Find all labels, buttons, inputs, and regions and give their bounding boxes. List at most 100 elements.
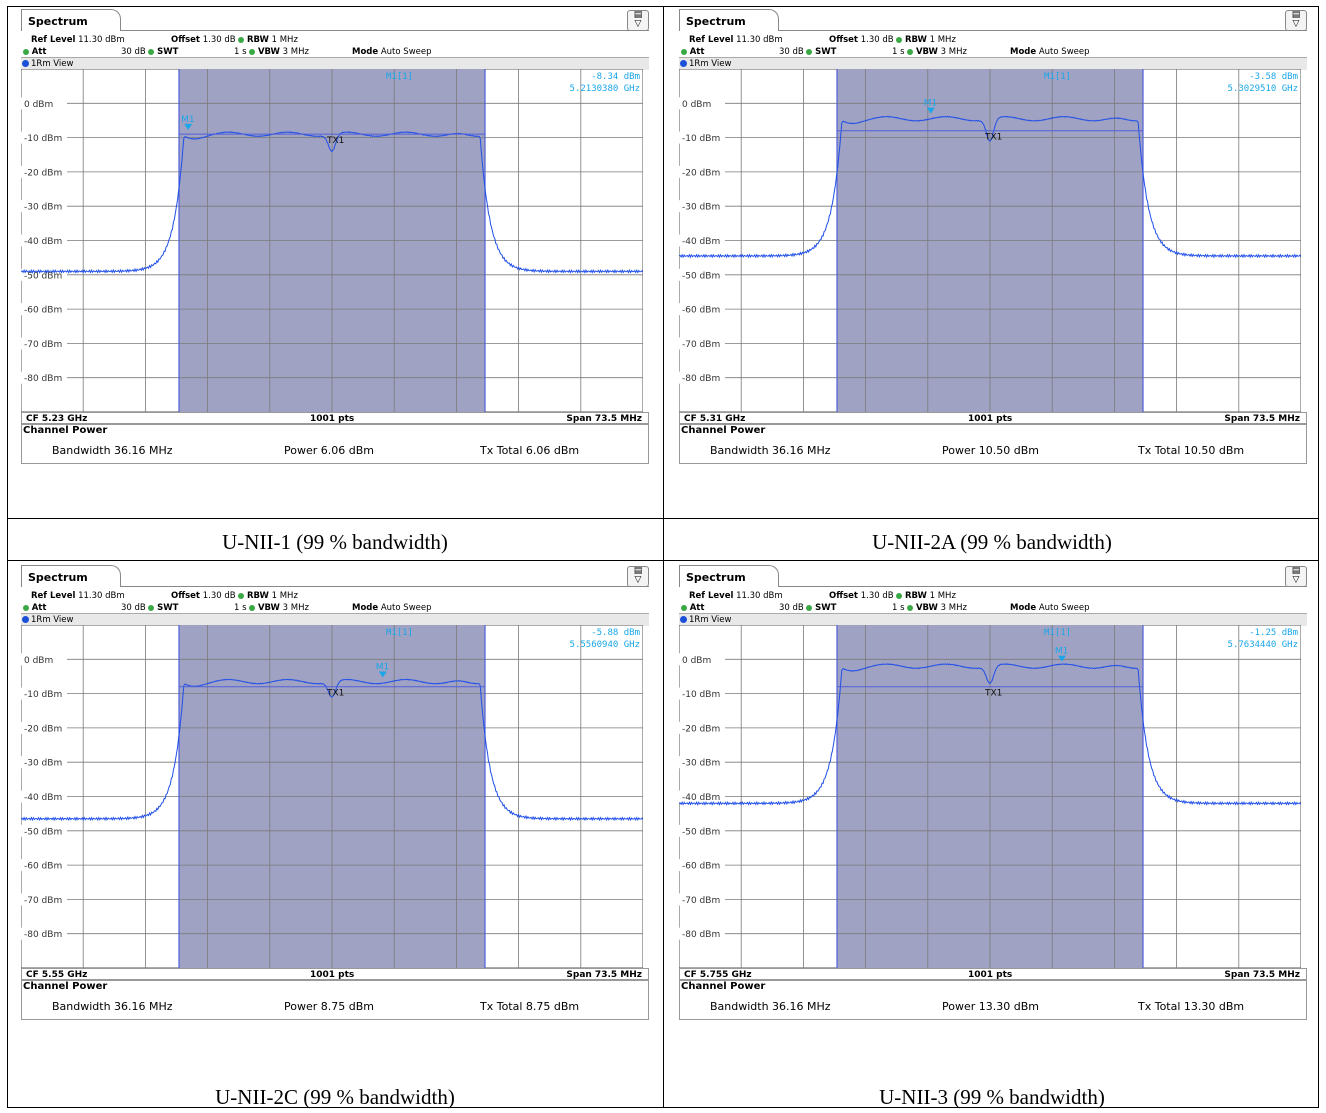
center-frequency: CF 5.755 GHz [684,970,752,980]
menu-icon[interactable]: ▤ ▽ [627,566,649,587]
marker-readout-label: M1[1] [386,72,413,82]
tx-total-readout: Tx Total 8.75 dBm [480,1000,580,1013]
swt-label: SWT [815,603,837,613]
status-dot [681,604,687,611]
y-tick-bg [21,790,67,803]
y-tick-bg [21,927,67,940]
y-tick-label: -10 dBm [682,690,720,700]
marker-readout-frequency: 5.2130380 GHz [570,84,640,94]
y-tick-label: -20 dBm [24,724,62,734]
y-tick-bg [21,337,67,350]
y-tick-label: -10 dBm [24,690,62,700]
y-tick-label: -40 dBm [682,237,720,247]
spectrum-tab[interactable]: Spectrum [21,565,121,587]
y-tick-label: -20 dBm [682,724,720,734]
marker-readout-label: M1[1] [386,628,413,638]
y-tick-bg [679,268,725,281]
marker-readout-level: -3.58 dBm [1249,72,1298,82]
ref-level-value: 11.30 dBm [736,591,783,601]
center-frequency: CF 5.23 GHz [26,414,88,424]
y-tick-label: -40 dBm [24,237,62,247]
y-tick-bg [679,893,725,906]
view-bar: 1Rm View [679,57,1307,70]
caption-4: U-NII-3 (99 % bandwidth) [879,1085,1105,1109]
points-count: 1001 pts [968,414,1013,424]
plot-footer: CF 5.31 GHz 1001 pts Span 73.5 MHz [679,412,1307,424]
y-tick-label: -30 dBm [682,203,720,213]
menu-icon[interactable]: ▤ ▽ [1285,10,1307,31]
mode-value: Auto Sweep [1038,603,1090,613]
channel-power-panel: Channel Power Bandwidth 36.16 MHz Power 13… [679,980,1307,1020]
channel-power-panel: Channel Power Bandwidth 36.16 MHz Power 8.… [21,980,649,1020]
marker-triangle [926,107,935,114]
power-readout: Power 13.30 dBm [942,1000,1039,1013]
y-tick-label: -30 dBm [24,203,62,213]
center-frequency: CF 5.55 GHz [26,970,88,980]
trace-indicator-icon [22,616,29,623]
y-tick-label: -70 dBm [682,340,720,350]
mode-label: Mode [1010,47,1037,57]
vbw-label: VBW [257,603,280,613]
status-dot [148,604,155,611]
swt-label: SWT [157,603,179,613]
y-tick-bg [21,303,67,316]
y-tick-label: -50 dBm [24,271,62,281]
y-tick-label: 0 dBm [24,100,53,110]
caption-3: U-NII-2C (99 % bandwidth) [215,1085,455,1109]
att-value: 30 dB [121,603,146,613]
y-tick-label: -50 dBm [24,827,62,837]
points-count: 1001 pts [968,970,1013,980]
status-dot [238,592,245,599]
spectrum-tab[interactable]: Spectrum [21,9,121,31]
ref-level-label: Ref Level [31,591,76,601]
swt-label: SWT [157,47,179,57]
y-tick-label: 0 dBm [682,656,711,666]
marker-readout-level: -8.34 dBm [591,72,640,82]
status-dot [23,48,29,55]
y-tick-bg [679,687,725,700]
rbw-value: 1 MHz [271,591,298,601]
ref-level-label: Ref Level [689,591,734,601]
marker-readout-label: M1[1] [1044,628,1071,638]
y-tick-label: -60 dBm [682,306,720,316]
marker-triangle [378,671,387,678]
y-tick-label: -60 dBm [24,862,62,872]
y-tick-label: -30 dBm [682,759,720,769]
menu-icon[interactable]: ▤ ▽ [627,10,649,31]
bandwidth-readout: Bandwidth 36.16 MHz [52,444,173,457]
y-tick-label: 0 dBm [24,656,53,666]
offset-label: Offset [171,591,200,601]
y-tick-label: -40 dBm [24,793,62,803]
channel-power-title: Channel Power [23,981,108,992]
menu-icon[interactable]: ▤ ▽ [1285,566,1307,587]
marker-readout-frequency: 5.3029510 GHz [1228,84,1298,94]
spectrum-tab[interactable]: Spectrum [679,565,779,587]
vbw-label: VBW [915,47,938,57]
spectrum-tab[interactable]: Spectrum [679,9,779,31]
y-tick-bg [679,234,725,247]
marker-readout-label: M1[1] [1044,72,1071,82]
y-tick-label: -80 dBm [24,374,62,384]
spectrum-trace [21,131,643,274]
mode-value: Auto Sweep [380,603,432,613]
view-bar: 1Rm View [679,613,1307,626]
ref-level-label: Ref Level [31,35,76,45]
status-dot [806,48,813,55]
y-tick-bg [679,721,725,734]
rbw-value: 1 MHz [929,35,956,45]
view-label: 1Rm View [689,615,732,625]
rbw-value: 1 MHz [271,35,298,45]
marker-readout-frequency: 5.7634440 GHz [1228,640,1298,650]
channel-power-title: Channel Power [681,981,766,992]
span-value: Span 73.5 MHz [566,414,642,424]
rbw-label: RBW [246,591,269,601]
trace-indicator-icon [680,616,687,623]
y-tick-label: -60 dBm [682,862,720,872]
plot-footer: CF 5.755 GHz 1001 pts Span 73.5 MHz [679,968,1307,980]
offset-value: 1.30 dB [202,35,236,45]
offset-value: 1.30 dB [860,35,894,45]
caption-1: U-NII-1 (99 % bandwidth) [222,530,448,554]
rbw-label: RBW [246,35,269,45]
bandwidth-readout: Bandwidth 36.16 MHz [52,1000,173,1013]
spectrum-panel-4: Spectrum ▤ ▽ Ref Level 11.30 dBm Offset 1.30… [679,565,1307,1035]
